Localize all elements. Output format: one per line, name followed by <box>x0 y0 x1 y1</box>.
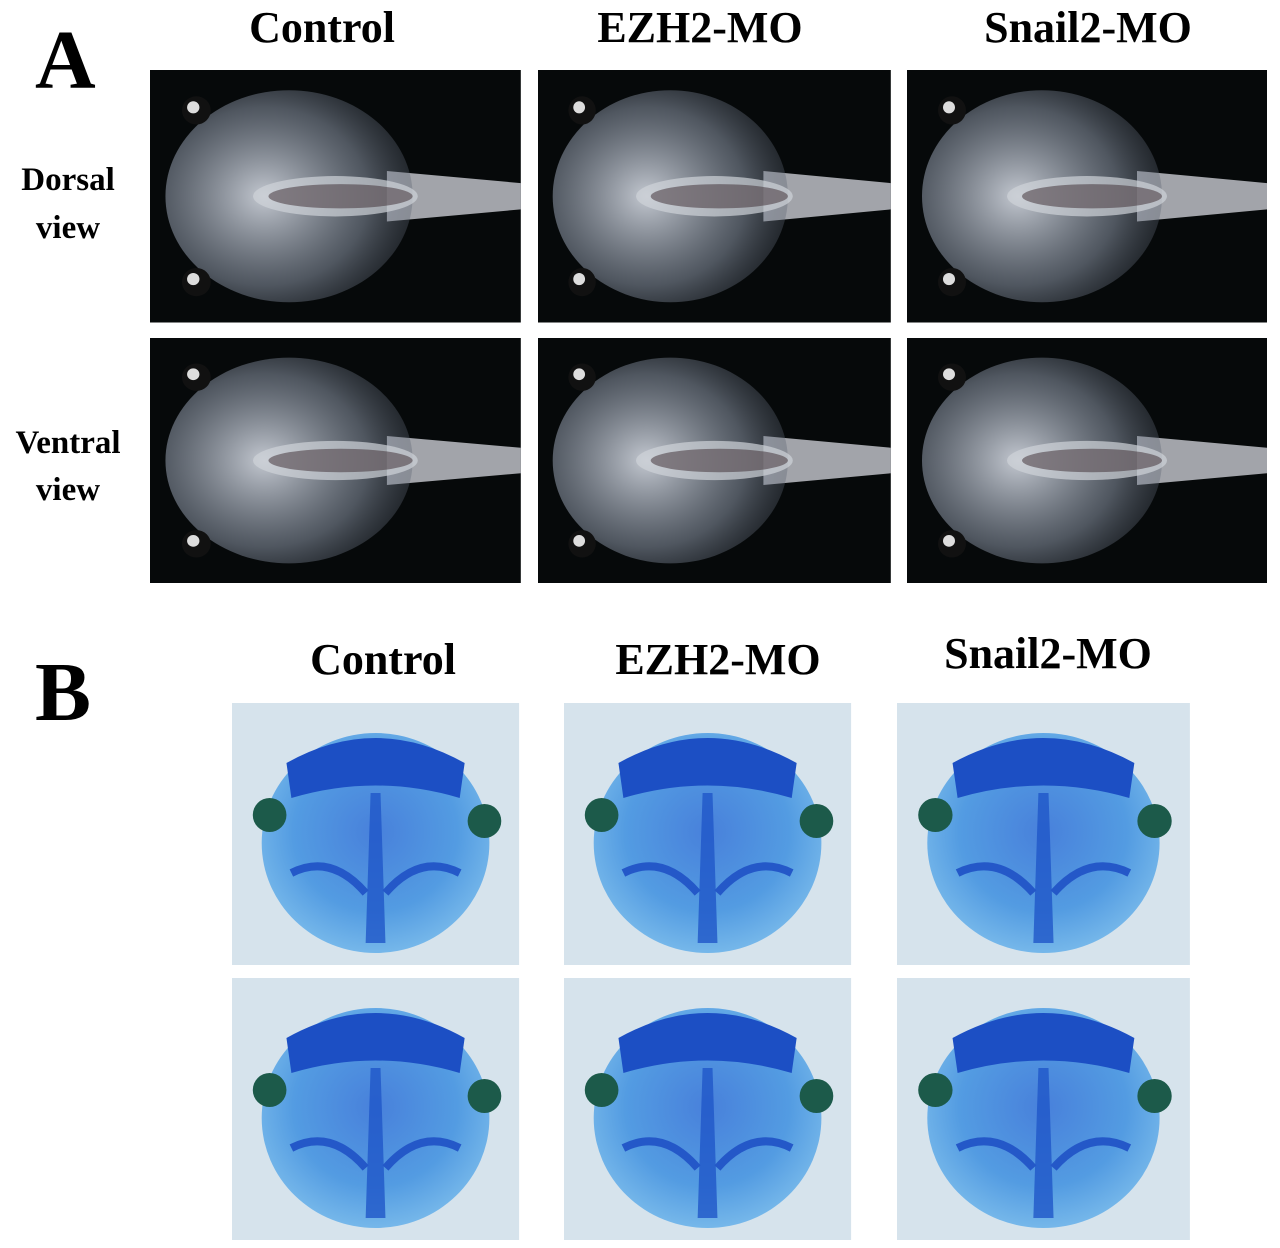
row-label: Ventral <box>15 425 120 461</box>
photo <box>907 338 1267 583</box>
panel-label: B <box>35 646 91 739</box>
photo <box>232 703 519 965</box>
photo <box>564 703 851 965</box>
row-label: Dorsal <box>21 162 115 198</box>
photo <box>232 978 519 1240</box>
column-header: EZH2-MO <box>597 3 802 52</box>
photo <box>564 978 851 1240</box>
photo <box>150 70 521 323</box>
photo <box>538 338 891 583</box>
photo <box>897 703 1190 965</box>
photo <box>538 70 891 323</box>
panel-label: A <box>35 14 96 107</box>
column-header: Snail2-MO <box>984 3 1192 52</box>
photo <box>150 338 521 583</box>
photo <box>897 978 1190 1240</box>
row-label: view <box>36 472 100 508</box>
row-label: view <box>36 210 100 246</box>
column-header: Snail2-MO <box>944 629 1152 678</box>
column-header: Control <box>249 3 395 52</box>
column-header: Control <box>310 635 456 684</box>
column-header: EZH2-MO <box>615 635 820 684</box>
photo <box>907 70 1267 323</box>
